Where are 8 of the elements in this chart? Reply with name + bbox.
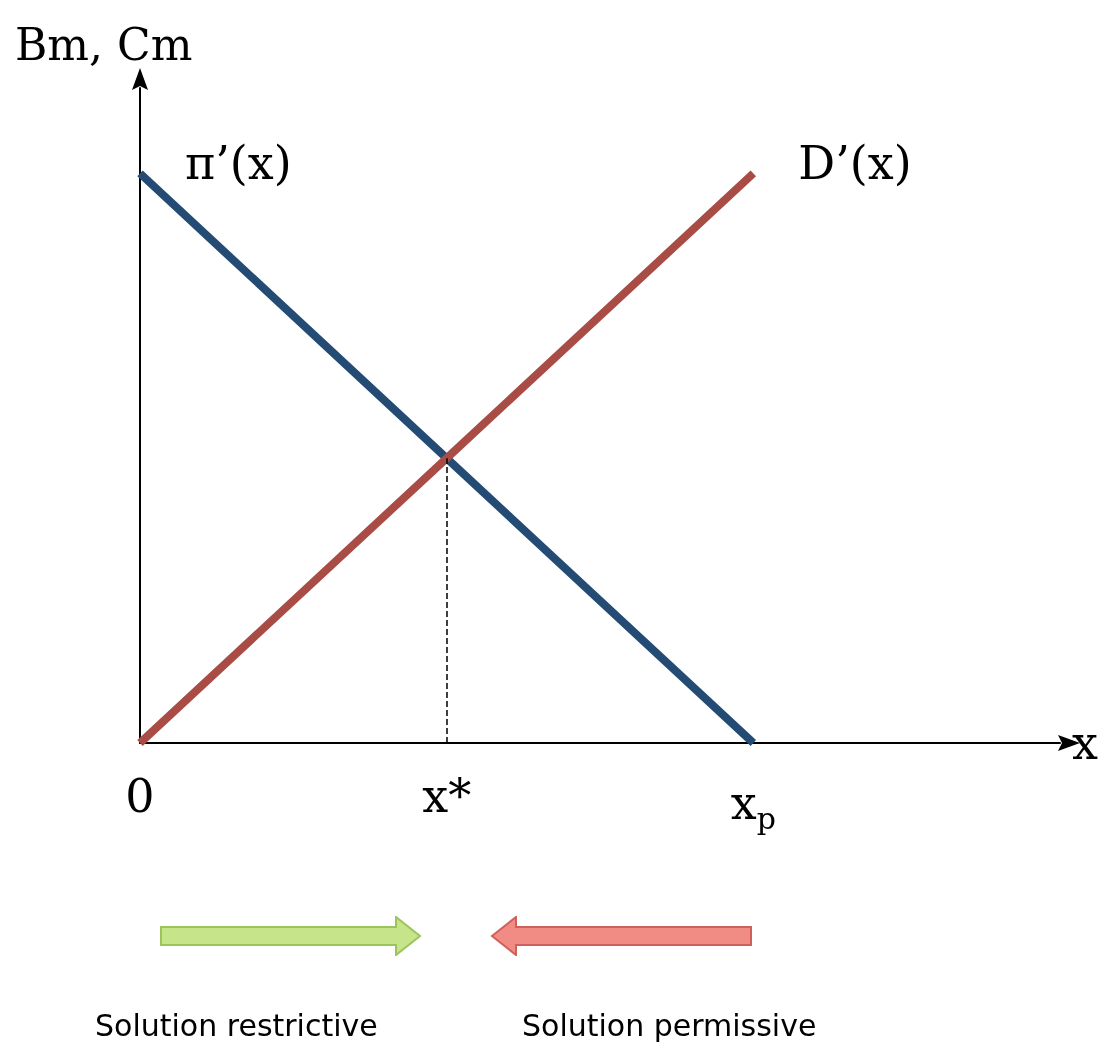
text: Solution restrictive <box>95 1008 378 1043</box>
y-axis-title: Bm, Cm <box>15 18 193 70</box>
series-label: π’(x) <box>185 136 292 191</box>
x-tick-label: 0 <box>125 769 155 823</box>
x-axis-title: x <box>1072 716 1098 770</box>
series-label: D’(x) <box>798 136 912 191</box>
text: Solution permissive <box>522 1008 817 1043</box>
x-tick-label: x* <box>422 769 472 823</box>
